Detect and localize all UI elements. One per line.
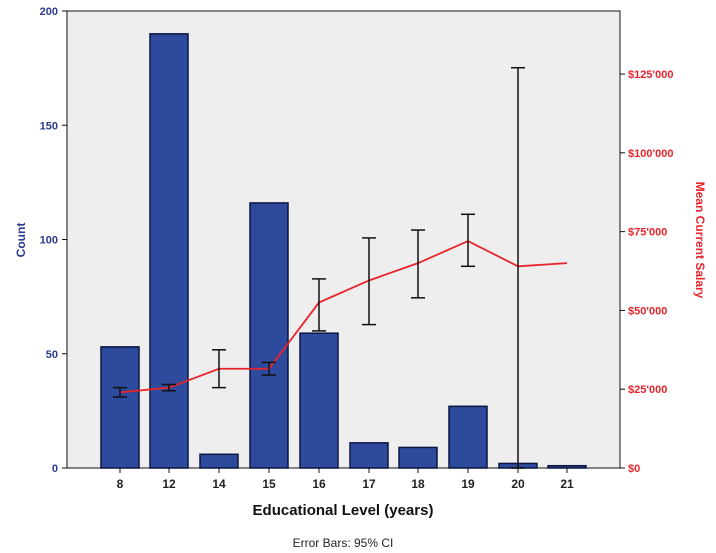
error-bar-8 <box>113 386 127 398</box>
x-tick-label-15: 15 <box>262 477 276 491</box>
x-axis-title: Educational Level (years) <box>253 502 434 519</box>
bar-14 <box>199 453 239 469</box>
bar-18 <box>398 446 438 469</box>
y-tick-label: 0 <box>52 463 58 475</box>
bar-17 <box>349 442 389 469</box>
y2-tick-label: $75'000 <box>628 227 667 239</box>
footnote-error-bars: Error Bars: 95% CI <box>293 536 394 550</box>
y-tick-label: 100 <box>40 235 58 247</box>
error-bar-14 <box>212 349 226 389</box>
y-axis-title: Count <box>14 223 28 258</box>
mean-salary-line <box>119 240 568 394</box>
x-tick-label-17: 17 <box>362 477 376 491</box>
y-tick-label: 50 <box>46 349 58 361</box>
right-axis: $0 $25'000 $50'000 $75'000 $100'000 $125'000 <box>620 69 673 475</box>
error-bar-18 <box>411 229 425 299</box>
bar-8 <box>100 346 140 469</box>
x-tick-label-20: 20 <box>511 477 525 491</box>
x-axis: 8 12 14 15 16 17 18 19 20 21 <box>117 468 574 491</box>
x-tick-label-12: 12 <box>162 477 176 491</box>
y2-tick-label: $0 <box>628 463 640 475</box>
y2-axis-title: Mean Current Salary <box>693 182 707 299</box>
x-tick-label-19: 19 <box>461 477 475 491</box>
left-axis: 0 50 100 150 200 <box>40 6 67 475</box>
y2-tick-label: $125'000 <box>628 69 673 81</box>
bar-12 <box>149 33 189 469</box>
bar-21 <box>547 464 587 469</box>
error-bar-15 <box>262 361 276 376</box>
y-tick-label: 150 <box>40 120 58 132</box>
error-bar-17 <box>362 237 376 326</box>
error-bars-group <box>113 66 525 469</box>
bar-15 <box>249 202 289 469</box>
bar-16 <box>299 332 339 469</box>
bar-19 <box>448 405 488 469</box>
error-bar-12 <box>162 383 176 392</box>
y2-tick-label: $25'000 <box>628 384 667 396</box>
y-tick-label: 200 <box>40 6 58 18</box>
x-tick-label-14: 14 <box>212 477 226 491</box>
y2-tick-label: $100'000 <box>628 148 673 160</box>
bars-group <box>100 33 587 469</box>
x-tick-label-18: 18 <box>411 477 425 491</box>
x-tick-label-21: 21 <box>560 477 574 491</box>
y2-tick-label: $50'000 <box>628 305 667 317</box>
error-bar-19 <box>461 213 475 268</box>
x-tick-label-16: 16 <box>312 477 326 491</box>
x-tick-label-8: 8 <box>117 477 124 491</box>
error-bar-16 <box>312 278 326 332</box>
